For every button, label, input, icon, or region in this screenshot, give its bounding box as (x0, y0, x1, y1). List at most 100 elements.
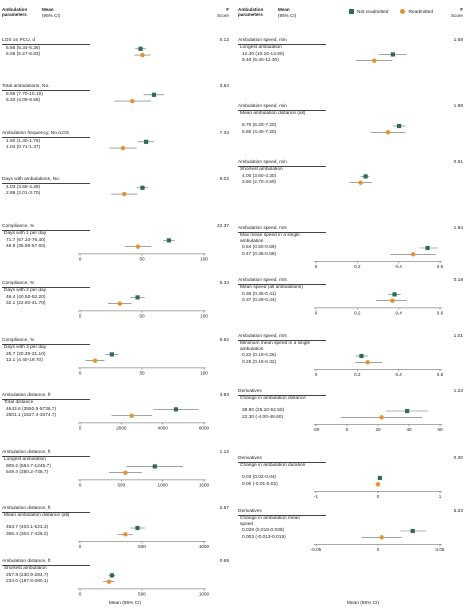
panel-title: Ambulation distance, ft (2, 559, 51, 564)
ci-header: (95% CI) (278, 13, 297, 18)
panel-title-rule (238, 232, 326, 233)
panel-7: Ambulation distance, ft Total distance 3.8… (0, 393, 233, 447)
forest-plot (109, 139, 154, 151)
panel-6: Compliance, % Days with 3 per day 5.92 25.7… (0, 338, 233, 392)
x-tick-label: 500 (138, 591, 146, 596)
panel-subtitle: Days with 3 per day (4, 345, 47, 350)
panel-title-rule (2, 183, 90, 184)
f-score: 7.34 (219, 131, 229, 136)
point-not-readmitted (173, 407, 179, 412)
forest-plot: 0 500 1000 (78, 525, 210, 549)
x-tick-label: 100 (200, 313, 208, 318)
ci-value-not-readmitted: 463.7 (404.1-523.3) (6, 525, 49, 531)
ci-value-not-readmitted: 46.4 (40.50-52.20) (6, 294, 46, 300)
ci-value-not-readmitted: 6.70 (6.20-7.20) (242, 123, 277, 129)
x-tick-label: 2000 (116, 425, 127, 430)
x-tick-label: 1 (439, 494, 442, 499)
x-tick-label: 0.6 (437, 372, 444, 377)
ci-value-not-readmitted: 4643.6 (3550.5-5736.7) (6, 406, 57, 412)
panel-title: Ambulation speed, min (238, 104, 287, 109)
f-score: 0.18 (453, 278, 463, 283)
ci-value-not-readmitted: 38.80 (25.10-52.50) (242, 408, 285, 414)
panel-16: Ambulation speed, m/s Minimum mean speed … (236, 334, 467, 388)
panel-title-rule (238, 395, 326, 396)
panel-title-rule (238, 44, 326, 45)
ci-value-readmitted: 0.25 (0.19-0.32) (242, 359, 277, 365)
panel-title: Ambulation speed, m/s (238, 334, 287, 339)
panel-title: Derivatives (238, 389, 262, 394)
ci-value-not-readmitted: 4.00 (3.60-4.30) (242, 173, 277, 179)
x-tick-label: -1 (314, 494, 319, 499)
ci-value-readmitted: 9.40 (6.40-12.30) (242, 57, 279, 63)
f-score: 1.68 (453, 38, 463, 43)
point-readmitted (130, 98, 135, 104)
f-header: F (460, 7, 463, 12)
point-readmitted (372, 58, 377, 63)
panel-title-rule (238, 515, 326, 516)
point-readmitted (365, 360, 370, 365)
forest-plot: 0 50 100 (78, 352, 208, 375)
ci-value-readmitted: 0.47 (0.36-0.58) (242, 251, 277, 257)
x-tick-label: 1000 (158, 482, 169, 487)
x-tick-label: 1000 (199, 544, 210, 549)
mean-header: Mean (42, 7, 54, 12)
point-not-readmitted (410, 528, 415, 534)
point-readmitted (410, 252, 416, 257)
point-not-readmitted (151, 92, 157, 97)
panel-11: Ambulation speed, min Longest ambulation 1… (236, 38, 467, 92)
x-tick-label: 0 (315, 372, 318, 377)
forest-plot: -0.05 0 0.05 (311, 528, 445, 552)
panel-subtitle: Change in ambulation duration (240, 463, 306, 468)
panel-title-rule (2, 90, 90, 91)
ci-value-readmitted: 234.0 (187.8-280.1) (6, 578, 49, 584)
point-not-readmitted (425, 245, 430, 251)
forest-plot: 0 0.2 0.4 0.6 (314, 245, 444, 269)
point-not-readmitted (359, 353, 364, 359)
panel-subtitle: Mean ambulation distance (all) (4, 513, 70, 518)
point-not-readmitted (166, 238, 172, 243)
panel-title: Ambulation frequency, No./LOS (2, 131, 70, 136)
x-tick-label: 50 (139, 370, 145, 375)
panel-10: Ambulation distance, ft Shortest ambulati… (0, 559, 233, 613)
panel-title-rule (2, 137, 90, 138)
panel-title: Total ambulations, No. (2, 84, 50, 89)
score-header: Score (216, 13, 229, 18)
f-score: 3.83 (219, 393, 229, 398)
x-tick-label: 0 (79, 425, 82, 430)
panel-0: LOS on PCU, d 0.12 5.86 (5.34-6.38) 6.05 (5… (0, 38, 233, 92)
x-tick-label: 0 (79, 370, 82, 375)
mean-header: Mean (278, 7, 290, 12)
f-score: 5.33 (453, 509, 463, 514)
f-score: 22.37 (216, 224, 229, 229)
f-score: 5.92 (219, 338, 229, 343)
left-header: Ambulation parameters Mean (95% CI) F Sco… (0, 7, 233, 31)
point-readmitted (123, 532, 128, 537)
f-score: 8.02 (219, 177, 229, 182)
point-readmitted (379, 415, 384, 420)
panel-title: Compliance, % (2, 338, 35, 343)
point-not-readmitted (109, 352, 114, 357)
panel-8: Ambulation distance, ft Longest ambulatio… (0, 450, 233, 504)
x-tick-label: 500 (138, 544, 146, 549)
panel-subtitle: Mean ambulation distance (all) (240, 111, 306, 116)
right-header: Ambulation parameters Mean (95% CI) F Sco… (236, 7, 467, 31)
point-readmitted (117, 301, 123, 306)
point-not-readmitted (140, 185, 145, 190)
panel-title: Ambulation distance, ft (2, 450, 51, 455)
panel-subtitle: Shortest ambulation (240, 167, 283, 172)
f-header: F (226, 7, 229, 12)
ci-value-readmitted: 3.60 (2.70-4.50) (242, 179, 277, 185)
f-score: 0.69 (219, 559, 229, 564)
panel-19: Derivatives Change in ambulation mean spe… (236, 509, 467, 563)
x-tick-label: 1000 (199, 591, 210, 596)
ci-value-readmitted: 22.30 (-4.00-48.60) (242, 414, 284, 420)
legend-item-readmitted: Readmitted (400, 9, 433, 15)
point-not-readmitted (363, 174, 368, 179)
point-not-readmitted (396, 123, 402, 129)
f-score: 1.99 (453, 104, 463, 109)
panel-title: Ambulation distance, ft (2, 393, 51, 398)
ci-value-not-readmitted: 257.8 (230.9-284.7) (6, 572, 49, 578)
panel-subtitle: Days with 2 per day (4, 288, 47, 293)
forest-plot (134, 46, 151, 58)
point-not-readmitted (144, 139, 149, 144)
